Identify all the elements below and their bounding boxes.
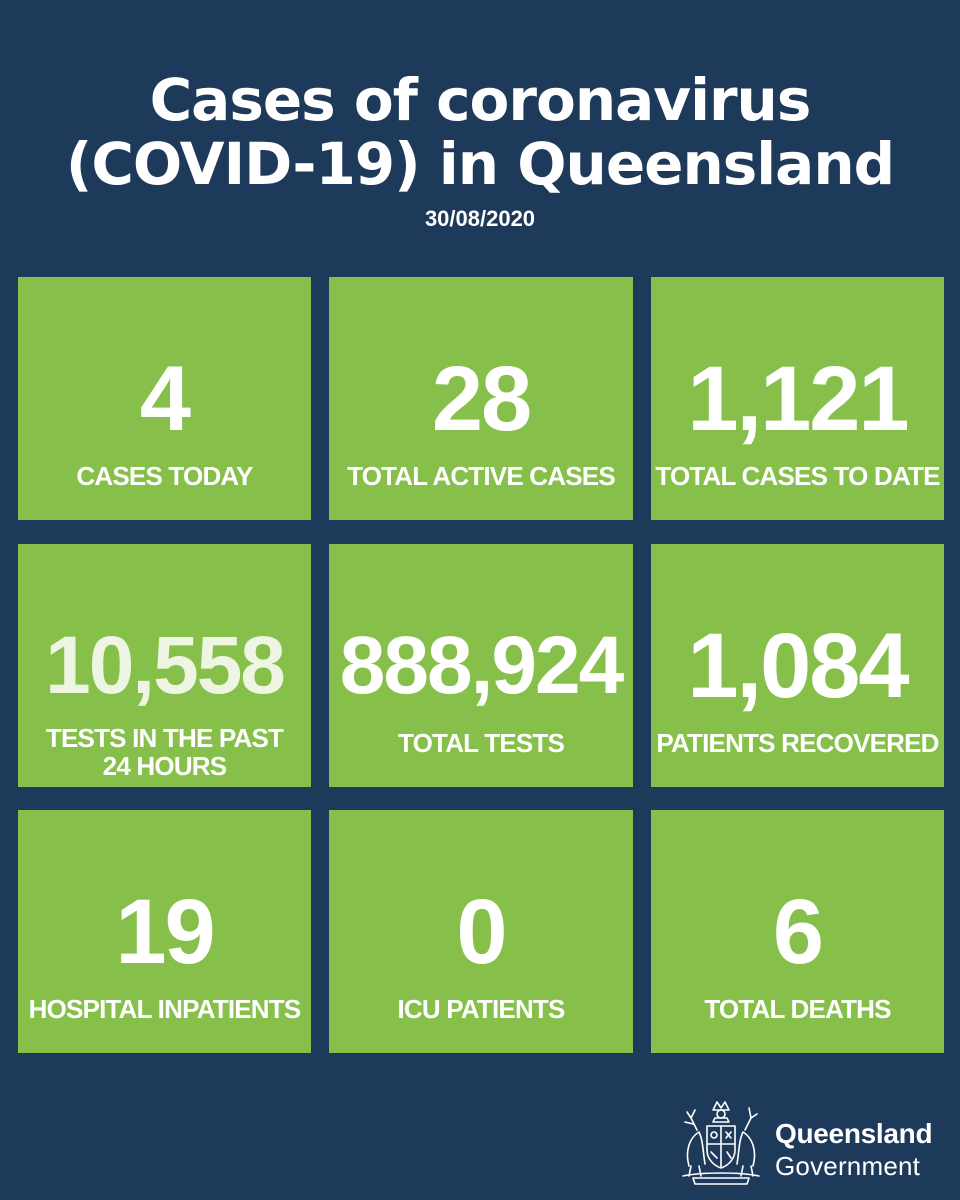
stat-value: 888,924 xyxy=(339,620,624,711)
stat-value: 1,121 xyxy=(687,348,909,450)
stat-value: 6 xyxy=(772,881,824,983)
stat-label: HOSPITAL INPATIENTS xyxy=(28,994,302,1024)
stat-tile-total-tests: 888,924 TOTAL TESTS xyxy=(329,544,633,787)
stat-label-line-2: 24 HOURS xyxy=(102,751,227,781)
stat-label: TOTAL TESTS xyxy=(398,728,565,758)
stat-value: 1,084 xyxy=(687,615,909,717)
title-line-2: (COVID-19) in Queensland xyxy=(65,130,895,198)
title-line-1: Cases of coronavirus xyxy=(149,66,812,134)
stat-label: TOTAL ACTIVE CASES xyxy=(347,461,616,491)
stat-value: 10,558 xyxy=(45,620,286,711)
queensland-coat-of-arms-icon xyxy=(682,1101,760,1185)
logo-wordmark: Queensland Government xyxy=(775,1118,933,1182)
report-date: 30/08/2020 xyxy=(424,206,536,231)
logo-line-1: Queensland xyxy=(775,1118,933,1149)
stat-tile-patients-recovered: 1,084 PATIENTS RECOVERED xyxy=(651,544,944,787)
stat-value: 28 xyxy=(431,348,532,450)
stat-value: 4 xyxy=(139,348,191,450)
stat-tile-total-cases-to-date: 1,121 TOTAL CASES TO DATE xyxy=(651,277,944,520)
stat-label: PATIENTS RECOVERED xyxy=(656,728,939,758)
stat-label: TOTAL CASES TO DATE xyxy=(655,461,940,491)
stat-tile-total-deaths: 6 TOTAL DEATHS xyxy=(651,810,944,1053)
stat-value: 19 xyxy=(115,881,215,983)
stat-tile-tests-past-24-hours: 10,558 TESTS IN THE PAST 24 HOURS xyxy=(18,544,311,787)
stat-label: CASES TODAY xyxy=(76,461,253,491)
stat-tile-icu-patients: 0 ICU PATIENTS xyxy=(329,810,633,1053)
stat-label: TESTS IN THE PAST 24 HOURS xyxy=(18,724,311,780)
queensland-government-logo: Queensland Government xyxy=(675,1096,945,1186)
stat-label: ICU PATIENTS xyxy=(397,994,565,1024)
page-title: Cases of coronavirus (COVID-19) in Queen… xyxy=(0,68,960,196)
stat-label-line-1: TESTS IN THE PAST xyxy=(45,723,284,753)
stat-tile-hospital-inpatients: 19 HOSPITAL INPATIENTS xyxy=(18,810,311,1053)
stat-tile-total-active-cases: 28 TOTAL ACTIVE CASES xyxy=(329,277,633,520)
stat-tile-cases-today: 4 CASES TODAY xyxy=(18,277,311,520)
stat-value: 0 xyxy=(456,881,507,983)
logo-line-2: Government xyxy=(775,1151,921,1181)
stat-label: TOTAL DEATHS xyxy=(704,994,891,1024)
